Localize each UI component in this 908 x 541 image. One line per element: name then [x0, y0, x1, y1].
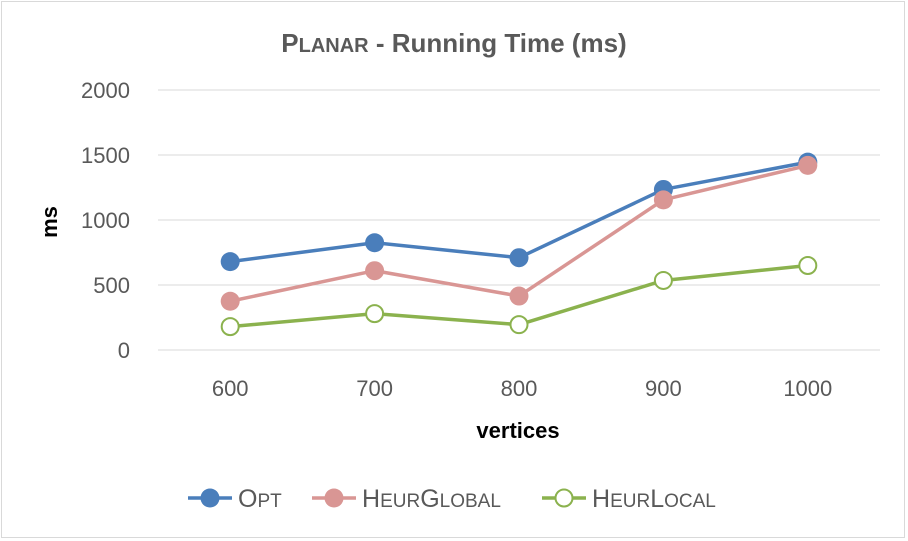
legend-marker	[200, 488, 220, 508]
y-tick-label: 1000	[81, 208, 130, 233]
legend-item-heurglobal: HEURGLOBAL	[312, 485, 501, 513]
data-point	[798, 155, 818, 175]
y-tick-label: 500	[93, 273, 130, 298]
data-point	[653, 190, 673, 210]
data-point	[365, 304, 385, 324]
x-tick-label: 600	[212, 376, 249, 401]
series-heurlocal	[220, 256, 818, 337]
series-opt	[220, 152, 818, 272]
x-tick-label: 900	[645, 376, 682, 401]
data-point	[220, 252, 240, 272]
chart-title: PLANAR - Running Time (ms)	[281, 28, 626, 58]
legend-item-heurlocal: HEURLOCAL	[542, 485, 716, 513]
data-point	[509, 315, 529, 335]
data-point	[365, 233, 385, 253]
data-point	[509, 248, 529, 268]
legend-label: OPT	[238, 485, 282, 513]
legend-label: HEURLOCAL	[592, 485, 716, 513]
series-line	[229, 160, 809, 264]
legend-marker	[324, 488, 344, 508]
y-tick-label: 1500	[81, 143, 130, 168]
legend-marker	[554, 488, 574, 508]
y-axis-title: ms	[37, 206, 62, 238]
y-tick-label: 0	[118, 338, 130, 363]
series-heurglobal	[220, 155, 818, 311]
legend: OPT HEURGLOBAL HEURLOCAL	[188, 485, 716, 513]
gridlines	[158, 89, 880, 351]
y-tick-label: 2000	[81, 78, 130, 103]
legend-item-opt: OPT	[188, 485, 282, 513]
data-point	[509, 286, 529, 306]
legend-label: HEURGLOBAL	[362, 485, 501, 513]
x-axis-title: vertices	[476, 418, 559, 443]
y-axis-ticks: 0 500 1000 1500 2000	[81, 78, 130, 363]
x-tick-label: 1000	[783, 376, 832, 401]
series-layer	[220, 152, 818, 337]
x-tick-label: 800	[501, 376, 538, 401]
data-point	[220, 291, 240, 311]
data-point	[365, 261, 385, 281]
data-point	[798, 256, 818, 275]
data-point	[653, 270, 673, 290]
data-point	[220, 317, 240, 337]
series-line	[229, 163, 809, 303]
x-axis-ticks: 600 700 800 900 1000	[212, 376, 832, 401]
x-tick-label: 700	[356, 376, 393, 401]
